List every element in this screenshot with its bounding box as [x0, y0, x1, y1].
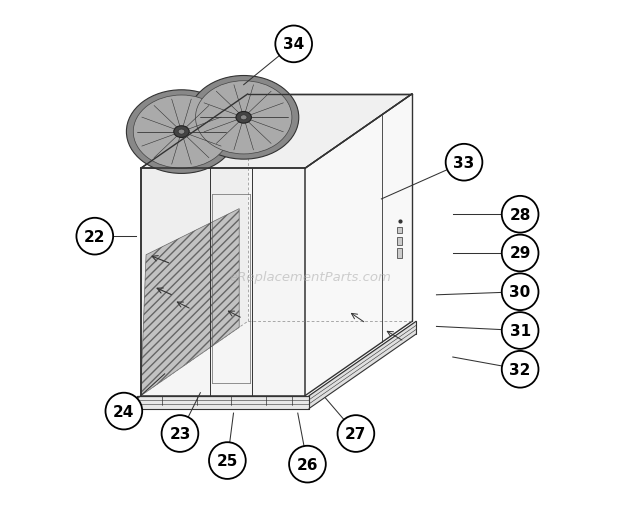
Circle shape: [502, 196, 539, 233]
Ellipse shape: [133, 96, 229, 169]
Text: 32: 32: [510, 362, 531, 377]
Polygon shape: [141, 209, 239, 396]
Text: 28: 28: [510, 207, 531, 222]
Text: 31: 31: [510, 323, 531, 338]
Polygon shape: [309, 322, 416, 409]
Ellipse shape: [236, 112, 252, 124]
Circle shape: [105, 393, 142, 430]
Ellipse shape: [241, 116, 247, 121]
Text: 30: 30: [510, 285, 531, 300]
Text: 22: 22: [84, 229, 105, 244]
Polygon shape: [305, 95, 412, 396]
Text: 34: 34: [283, 37, 304, 52]
Circle shape: [502, 351, 539, 388]
Polygon shape: [141, 95, 412, 169]
Circle shape: [209, 442, 246, 479]
Text: 33: 33: [453, 155, 475, 171]
Circle shape: [76, 218, 113, 255]
Ellipse shape: [126, 91, 237, 174]
Circle shape: [502, 274, 539, 310]
Bar: [397, 227, 402, 234]
Text: 23: 23: [169, 426, 190, 441]
Circle shape: [446, 145, 482, 181]
Text: 26: 26: [297, 457, 318, 472]
Polygon shape: [141, 95, 248, 396]
Circle shape: [502, 235, 539, 272]
Ellipse shape: [178, 130, 185, 135]
Ellipse shape: [195, 81, 292, 155]
Ellipse shape: [188, 76, 299, 160]
Text: 29: 29: [510, 246, 531, 261]
Text: 25: 25: [217, 453, 238, 468]
Circle shape: [275, 26, 312, 63]
Text: 24: 24: [113, 404, 135, 419]
Circle shape: [502, 313, 539, 349]
Circle shape: [337, 415, 374, 452]
Circle shape: [289, 446, 326, 483]
Text: 27: 27: [345, 426, 366, 441]
Polygon shape: [136, 396, 309, 409]
Circle shape: [162, 415, 198, 452]
Bar: [397, 237, 402, 245]
Polygon shape: [141, 169, 305, 396]
Bar: [397, 249, 402, 258]
Text: eReplacementParts.com: eReplacementParts.com: [229, 271, 391, 284]
Ellipse shape: [174, 127, 189, 138]
